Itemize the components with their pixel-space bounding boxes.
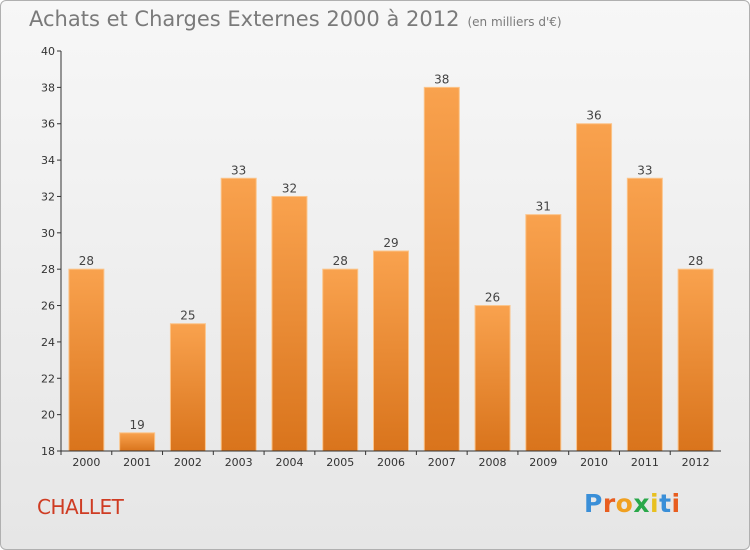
bar-2006	[373, 250, 409, 452]
x-tick-label: 2007	[428, 456, 456, 469]
y-tick-label: 36	[41, 118, 55, 131]
y-tick-label: 22	[41, 372, 55, 385]
x-tick-label: 2012	[682, 456, 710, 469]
y-tick-label: 38	[41, 81, 55, 94]
x-tick-label: 2004	[275, 456, 303, 469]
x-tick-label: 2011	[631, 456, 659, 469]
bars-group: 28 19 25 33 32 28 29 38 26 31 36 33 28	[68, 72, 714, 452]
bar-2003	[220, 177, 257, 452]
chart-title-text: Achats et Charges Externes 2000 à 2012	[29, 7, 460, 31]
bar-2010	[576, 123, 613, 452]
x-tick-label: 2005	[326, 456, 354, 469]
bar-2000	[68, 268, 105, 452]
x-tick-label: 2003	[225, 456, 253, 469]
y-tick-label: 26	[41, 300, 55, 313]
x-tick-label: 2008	[479, 456, 507, 469]
bar-2008	[474, 305, 511, 452]
value-label-2007: 38	[434, 72, 449, 86]
logo-letter: o	[615, 489, 634, 518]
value-label-2002: 25	[180, 309, 195, 323]
bar-2007	[423, 86, 460, 452]
bar-2001	[119, 432, 156, 452]
logo-letter: r	[602, 489, 616, 518]
y-tick-label: 34	[41, 154, 55, 167]
bar-2002	[169, 323, 206, 452]
logo-letter: i	[650, 489, 660, 518]
value-label-2009: 31	[536, 200, 551, 214]
y-tick-label: 32	[41, 190, 55, 203]
bar-2009	[525, 214, 562, 452]
town-name: CHALLET	[37, 495, 124, 519]
logo-letter: t	[659, 489, 672, 518]
bar-2012	[677, 268, 714, 452]
y-tick-label: 20	[41, 409, 55, 422]
logo-letter: i	[671, 489, 681, 518]
value-label-2011: 33	[637, 163, 652, 177]
value-label-2001: 19	[130, 418, 145, 432]
value-label-2003: 33	[231, 163, 246, 177]
value-label-2008: 26	[485, 291, 500, 305]
y-tick-label: 24	[41, 336, 55, 349]
bar-2005	[322, 268, 359, 452]
y-tick-label: 30	[41, 227, 55, 240]
y-tick-label: 18	[41, 445, 55, 458]
logo-letter: x	[633, 489, 650, 518]
x-tick-label: 2009	[529, 456, 557, 469]
x-tick-label: 2002	[174, 456, 202, 469]
bar-2011	[626, 177, 663, 452]
y-tick-label: 40	[41, 45, 55, 58]
y-tick-label: 28	[41, 263, 55, 276]
x-tick-label: 2001	[123, 456, 151, 469]
value-label-2000: 28	[79, 254, 94, 268]
value-label-2005: 28	[333, 254, 348, 268]
chart-subtitle: (en milliers d'€)	[467, 15, 562, 29]
value-label-2012: 28	[688, 254, 703, 268]
value-label-2004: 32	[282, 181, 297, 195]
value-label-2010: 36	[586, 109, 601, 123]
chart-title: Achats et Charges Externes 2000 à 2012 (e…	[29, 7, 562, 31]
x-tick-label: 2000	[72, 456, 100, 469]
value-label-2006: 29	[383, 236, 398, 250]
logo-letter: P	[584, 489, 603, 518]
bar-2004	[271, 195, 308, 452]
axes-group: 2000 2001 2002 2003 2004 2005 2006 2007 2008 2009…	[41, 45, 721, 469]
x-tick-label: 2006	[377, 456, 405, 469]
x-tick-label: 2010	[580, 456, 608, 469]
proxiti-logo: Proxiti	[584, 489, 681, 518]
